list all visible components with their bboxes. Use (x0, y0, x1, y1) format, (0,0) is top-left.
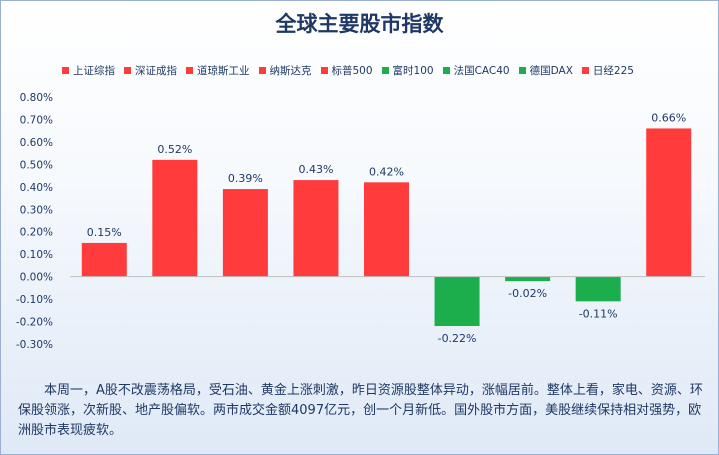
legend-label: 法国CAC40 (453, 64, 510, 77)
legend-swatch (581, 66, 589, 74)
data-label: 0.66% (651, 111, 686, 124)
legend-label: 富时100 (392, 64, 434, 77)
data-label: 0.39% (228, 172, 263, 185)
bar (222, 189, 268, 277)
bar (434, 276, 480, 327)
y-tick-label: 0.40% (20, 182, 53, 194)
legend-item: 德国DAX (518, 63, 573, 78)
legend-item: 富时100 (381, 63, 434, 78)
legend-label: 纳斯达克 (269, 64, 312, 77)
bar (505, 276, 551, 282)
legend-label: 深证成指 (135, 64, 177, 77)
legend-swatch (258, 66, 266, 74)
legend-item: 上证综指 (62, 63, 115, 78)
data-label: -0.02% (508, 287, 547, 300)
legend-swatch (62, 66, 69, 74)
data-label: 0.15% (87, 226, 122, 239)
legend-swatch (186, 66, 193, 74)
legend-item: 道琼斯工业 (186, 63, 250, 78)
data-label: 0.43% (298, 163, 333, 176)
chart-title: 全球主要股市指数 (275, 12, 444, 36)
legend-item: 法国CAC40 (442, 63, 510, 78)
bar (152, 159, 198, 277)
bar (646, 128, 692, 277)
legend-label: 德国DAX (529, 64, 573, 77)
bar (575, 276, 621, 302)
legend-item: 标普500 (320, 63, 373, 78)
bar (81, 242, 127, 277)
data-label: -0.22% (438, 332, 477, 345)
y-tick-label: 0.70% (20, 114, 53, 126)
legend-label: 标普500 (331, 64, 373, 77)
bar (364, 182, 409, 277)
legend-swatch (320, 66, 328, 74)
y-tick-label: 0.10% (20, 249, 53, 261)
legend-label: 日经225 (592, 64, 634, 77)
y-tick-label: 0.20% (20, 227, 53, 239)
y-tick-label: 0.30% (20, 204, 53, 216)
legend-swatch (124, 66, 131, 74)
legend-swatch (518, 66, 526, 74)
y-tick-label: -0.30% (16, 339, 53, 351)
y-tick-label: 0.80% (20, 92, 53, 104)
legend-label: 道琼斯工业 (197, 64, 250, 77)
legend-item: 日经225 (581, 63, 634, 78)
legend-item: 纳斯达克 (258, 63, 312, 78)
data-label: 0.42% (369, 165, 404, 178)
bar (293, 180, 339, 277)
y-tick-label: 0.60% (20, 137, 53, 149)
y-tick-label: -0.10% (16, 294, 53, 306)
legend-swatch (381, 66, 389, 74)
chart-legend: 上证综指 深证成指 道琼斯工业 纳斯达克 标普500 富时100 法国CAC40 德国DAX 日… (62, 62, 643, 78)
data-label: -0.11% (579, 307, 618, 320)
data-label: 0.52% (157, 143, 192, 156)
y-tick-label: -0.20% (16, 317, 53, 329)
legend-item: 深证成指 (124, 63, 177, 78)
y-tick-label: 0.50% (20, 159, 53, 171)
legend-label: 上证综指 (73, 64, 115, 77)
legend-swatch (442, 66, 450, 74)
market-commentary: 本周一，A股不改震荡格局，受石油、黄金上涨刺激，昨日资源股整体异动，涨幅居前。整… (18, 383, 703, 438)
y-tick-label: 0.00% (20, 272, 53, 284)
